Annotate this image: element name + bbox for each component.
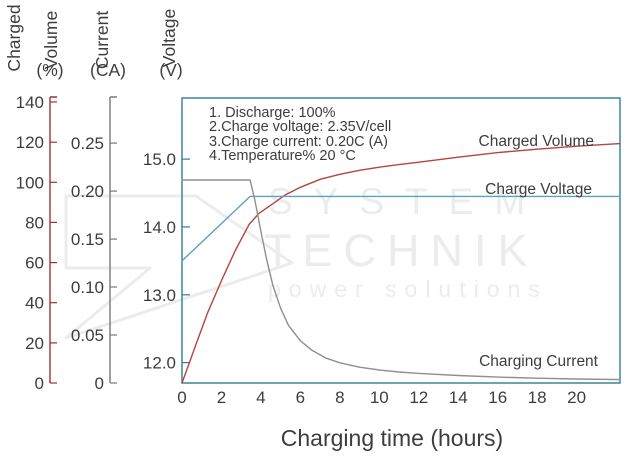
x-tick-label: 14 (449, 388, 468, 407)
current-tick-label: 0 (95, 374, 104, 393)
axis-unit-percent: (%) (36, 60, 63, 80)
label-charged-volume: Charged Volume (479, 133, 594, 150)
volume-axis-line (49, 96, 57, 383)
annotations: 1. Discharge: 100% 2.Charge voltage: 2.3… (209, 105, 391, 164)
current-tick-label: 0.20 (71, 182, 104, 201)
annotation-charge-voltage: 2.Charge voltage: 2.35V/cell (209, 119, 391, 135)
y-axis-current: Current (CA) 0 0.05 0.10 0.15 0.20 0.25 (71, 11, 126, 393)
annotation-charge-current: 3.Charge current: 0.20C (A) (209, 134, 388, 150)
volume-tick-label: 100 (16, 173, 44, 192)
annotation-temperature: 4.Temperature% 20 °C (209, 148, 356, 164)
current-axis-ticks: 0 0.05 0.10 0.15 0.20 0.25 (71, 134, 117, 393)
watermark-text-technik: TECHNIK (264, 225, 539, 276)
watermark-logo-arrow (64, 194, 294, 340)
voltage-tick-label: 14.0 (143, 218, 176, 237)
current-tick-label: 0.25 (71, 134, 104, 153)
x-tick-label: 16 (488, 388, 507, 407)
y-axis-charged-volume: Charged Volume (%) 0 20 40 60 80 100 120 140 (4, 4, 64, 393)
volume-tick-label: 80 (25, 213, 44, 232)
x-axis-title: Charging time (hours) (281, 425, 503, 451)
volume-tick-label: 40 (25, 294, 44, 313)
voltage-axis-ticks: 12.0 13.0 14.0 15.0 (143, 150, 190, 373)
volume-tick-label: 140 (16, 93, 44, 112)
x-tick-label: 18 (528, 388, 547, 407)
voltage-tick-label: 12.0 (143, 354, 176, 373)
annotation-discharge: 1. Discharge: 100% (209, 105, 336, 121)
x-axis-ticks: 0 2 4 6 8 10 12 14 16 18 20 (177, 388, 586, 407)
watermark-text-system: SYSTEM (268, 181, 546, 222)
x-tick-label: 4 (256, 388, 265, 407)
x-tick-label: 2 (217, 388, 226, 407)
voltage-tick-label: 15.0 (143, 150, 176, 169)
charging-current-curve (181, 179, 621, 381)
label-charge-voltage: Charge Voltage (485, 181, 592, 198)
axis-title-current: Current (92, 11, 112, 69)
y-axis-voltage: Voltage (V) 12.0 13.0 14.0 15.0 (143, 9, 190, 373)
axis-title-charged: Charged (4, 4, 24, 71)
charged-volume-curve (181, 142, 621, 384)
watermark: SYSTEM TECHNIK power solutions (64, 181, 548, 340)
voltage-tick-label: 13.0 (143, 286, 176, 305)
volume-tick-label: 20 (25, 334, 44, 353)
current-axis-line (109, 96, 117, 383)
x-tick-label: 0 (177, 388, 186, 407)
volume-tick-label: 60 (25, 254, 44, 273)
volume-tick-label: 0 (35, 374, 44, 393)
charge-voltage-curve (181, 195, 621, 262)
x-tick-label: 10 (370, 388, 389, 407)
label-charging-current: Charging Current (479, 353, 599, 370)
volume-tick-label: 120 (16, 133, 44, 152)
current-tick-label: 0.05 (71, 326, 104, 345)
x-tick-label: 12 (409, 388, 428, 407)
current-tick-label: 0.10 (71, 278, 104, 297)
x-tick-label: 20 (567, 388, 586, 407)
axis-title-voltage: Voltage (159, 9, 179, 67)
axis-title-volume: Volume (41, 11, 61, 69)
x-tick-label: 6 (296, 388, 305, 407)
current-tick-label: 0.15 (71, 230, 104, 249)
watermark-text-power-solutions: power solutions (268, 276, 548, 302)
axis-unit-v: (V) (159, 60, 182, 80)
axis-unit-ca: (CA) (90, 60, 126, 80)
volume-axis-ticks: 0 20 40 60 80 100 120 140 (16, 93, 57, 393)
plot-border (181, 97, 621, 384)
x-tick-label: 8 (335, 388, 344, 407)
